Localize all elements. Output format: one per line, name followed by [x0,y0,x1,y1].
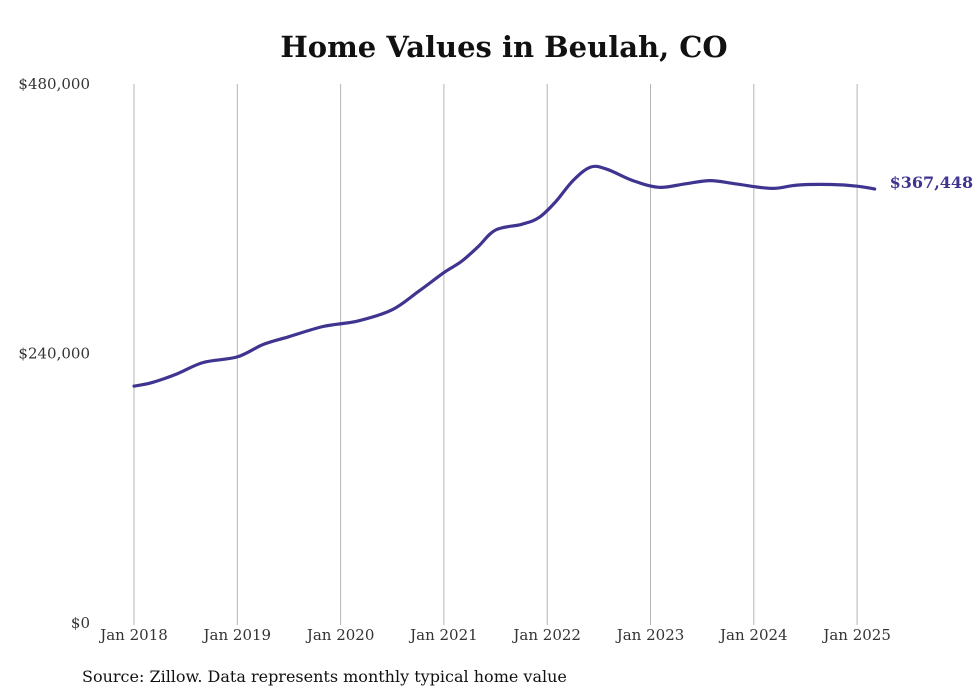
source-note: Source: Zillow. Data represents monthly … [82,667,567,686]
x-tick-label: Jan 2023 [615,626,685,644]
x-tick-label: Jan 2020 [305,626,375,644]
x-tick-label: Jan 2025 [821,626,891,644]
x-tick-label: Jan 2024 [718,626,788,644]
series-layer: $367,448 [132,164,974,388]
end-value-label: $367,448 [890,173,974,192]
x-tick-label: Jan 2021 [408,626,478,644]
x-tick-label: Jan 2019 [202,626,272,644]
x-tick-label: Jan 2018 [98,626,168,644]
y-tick-label: $240,000 [18,345,90,363]
y-tick-label: $480,000 [18,75,90,93]
x-axis-tick-labels: Jan 2018 Jan 2019 Jan 2020 Jan 2021 Jan 2022… [98,626,891,644]
y-tick-label: $0 [71,614,90,632]
series-line-0 [132,164,877,388]
chart-title: Home Values in Beulah, CO [280,30,728,64]
y-axis-tick-labels: $0 $240,000 $480,000 [18,75,90,632]
gridlines [133,84,858,625]
x-tick-label: Jan 2022 [511,626,581,644]
